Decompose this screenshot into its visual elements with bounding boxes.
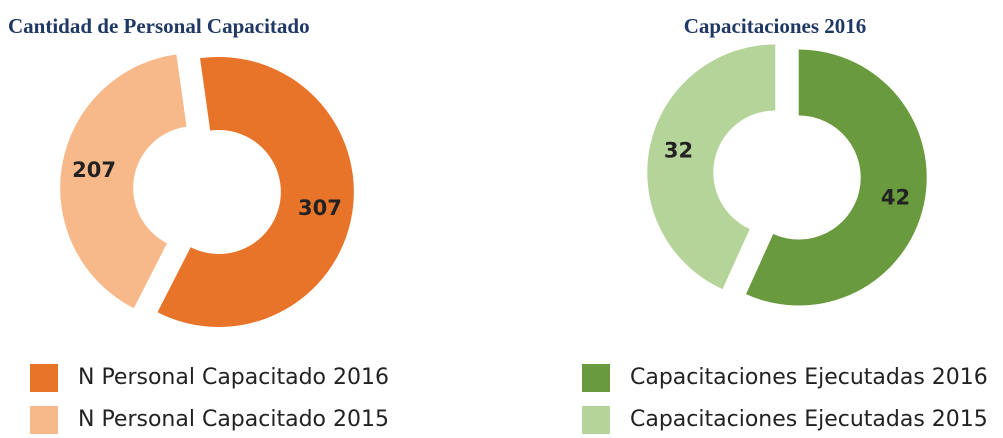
legend-label: N Personal Capacitado 2015 xyxy=(78,407,389,432)
legend-label: N Personal Capacitado 2016 xyxy=(78,365,389,390)
pie-slice xyxy=(746,49,927,306)
legend-swatch xyxy=(582,364,610,392)
legend-label: Capacitaciones Ejecutadas 2015 xyxy=(630,407,988,432)
pie-slice xyxy=(60,54,187,309)
legend-swatch xyxy=(30,364,58,392)
data-label: 32 xyxy=(664,139,693,163)
data-label: 307 xyxy=(298,196,342,220)
data-label: 42 xyxy=(881,185,910,209)
pie-slice xyxy=(157,56,354,327)
pie-slice xyxy=(647,44,776,290)
data-label: 207 xyxy=(72,158,116,182)
legend-swatch xyxy=(582,406,610,434)
legend-swatch xyxy=(30,406,58,434)
chart-title: Capacitaciones 2016 xyxy=(684,14,867,38)
chart-title: Cantidad de Personal Capacitado xyxy=(8,14,310,38)
legend-label: Capacitaciones Ejecutadas 2016 xyxy=(630,365,988,390)
